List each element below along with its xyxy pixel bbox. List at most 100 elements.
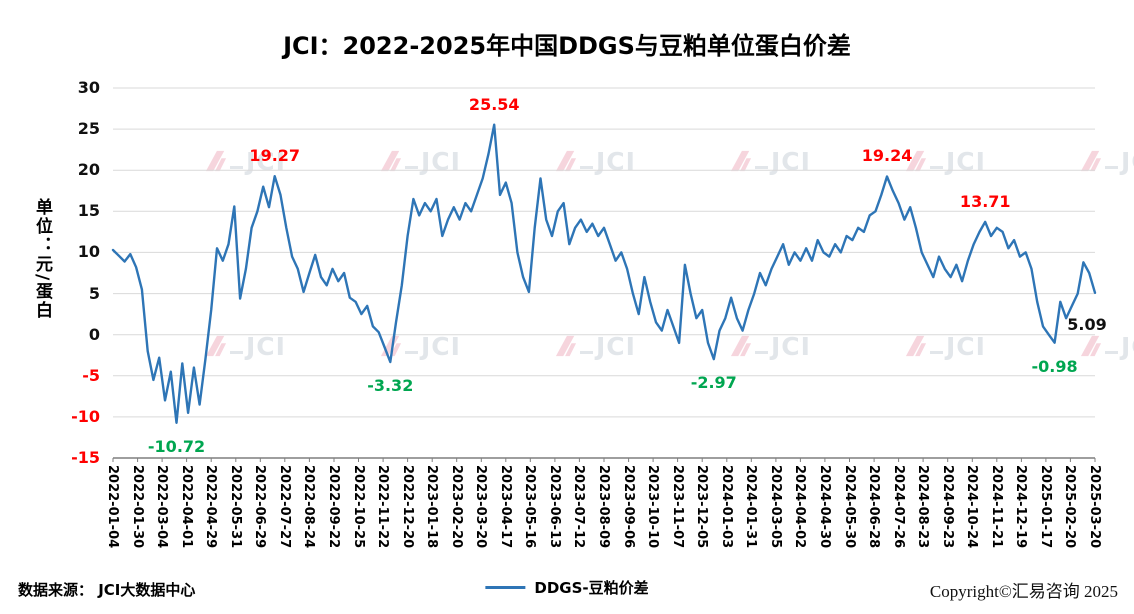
jci-logo-watermark-icon	[1080, 150, 1102, 172]
x-tick-label: 2023-08-09	[596, 465, 611, 549]
jci-logo-watermark-icon	[1080, 335, 1102, 357]
x-tick-label: 2024-08-23	[915, 465, 931, 549]
jci-logo-watermark-icon	[905, 335, 927, 357]
watermark-underscore	[755, 166, 768, 169]
x-tick-label: 2022-10-25	[350, 465, 366, 549]
x-tick-label: 2024-04-30	[816, 465, 832, 549]
x-tick-label: 2024-01-31	[743, 465, 759, 549]
y-tick-label: 30	[77, 78, 100, 97]
y-tick-label: 15	[77, 201, 100, 221]
x-tick-label: 2023-10-10	[645, 465, 661, 549]
x-axis-tick-labels: 2022-01-04 2022-01-30 2022-03-04 2022-04-01…	[105, 462, 1102, 570]
x-tick-label: 2022-01-30	[129, 465, 145, 549]
data-source-label: 数据来源： JCI大数据中心	[18, 581, 196, 599]
watermark-text: JCI	[596, 332, 636, 361]
watermark-text: JCI	[771, 332, 811, 361]
x-tick-label: 2022-11-22	[375, 465, 391, 549]
jci-logo-watermark-icon	[380, 150, 402, 172]
y-tick-label: -10	[71, 406, 100, 426]
plot-area	[111, 87, 1097, 462]
jci-logo-watermark-icon	[730, 150, 752, 172]
x-tick-label: 2023-02-20	[448, 465, 464, 549]
y-axis-tick-labels: 30 25 20 15 10 5 0 -5 -10 -15	[52, 78, 104, 467]
y-tick-label: -15	[71, 448, 100, 467]
jci-logo-watermark-icon	[205, 335, 227, 357]
x-tick-label: 2023-04-17	[497, 465, 513, 549]
chart-canvas	[111, 87, 1097, 462]
x-tick-label: 2023-05-16	[522, 465, 538, 549]
watermark-text: JCI	[246, 332, 286, 361]
watermark-text: JCI	[1121, 147, 1134, 176]
x-tick-label: 2022-03-04	[154, 465, 170, 549]
x-tick-label: 2025-02-20	[1062, 465, 1078, 549]
legend: DDGS-豆粕价差	[485, 577, 649, 598]
x-tick-label: 2022-07-27	[276, 465, 292, 549]
x-tick-label: 2022-01-04	[105, 465, 120, 549]
jci-logo-watermark-icon	[730, 335, 752, 357]
x-tick-label: 2023-07-12	[571, 465, 587, 549]
watermark-underscore	[580, 166, 593, 169]
x-tick-label: 2022-12-20	[399, 465, 415, 549]
y-tick-label: 20	[77, 160, 100, 180]
jci-logo-watermark-icon	[205, 150, 227, 172]
x-tick-label: 2023-12-05	[694, 465, 710, 549]
y-tick-label: 25	[77, 119, 100, 139]
x-tick-label: 2022-05-31	[227, 465, 243, 549]
jci-logo-watermark-icon	[555, 335, 577, 357]
x-tick-label: 2022-09-22	[325, 465, 341, 549]
x-tick-label: 2025-01-17	[1037, 465, 1053, 549]
x-tick-label: 2023-03-20	[473, 465, 489, 549]
watermark-text: JCI	[946, 332, 986, 361]
watermark: JCI	[555, 333, 636, 359]
watermark-underscore	[930, 351, 943, 354]
watermark: JCI	[205, 333, 286, 359]
watermark-underscore	[405, 166, 418, 169]
watermark-text: JCI	[1121, 332, 1134, 361]
x-tick-label: 2024-12-19	[1013, 465, 1029, 549]
watermark-underscore	[405, 351, 418, 354]
x-tick-label: 2024-09-23	[939, 465, 955, 549]
x-tick-label: 2024-10-24	[964, 465, 980, 549]
y-axis-title: 单位：元/蛋白	[32, 198, 52, 321]
watermark: JCI	[1080, 148, 1134, 174]
x-tick-label: 2023-09-06	[620, 465, 636, 549]
x-tick-label: 2022-04-29	[203, 465, 219, 549]
x-tick-label: 2024-07-26	[890, 465, 906, 549]
x-tick-label: 2022-08-24	[301, 465, 317, 549]
watermark-underscore	[755, 351, 768, 354]
x-tick-label: 2022-04-01	[178, 465, 194, 549]
legend-label: DDGS-豆粕价差	[534, 579, 649, 597]
chart-title: JCI：2022-2025年中国DDGS与豆粕单位蛋白价差	[283, 32, 851, 60]
y-tick-label: 0	[88, 324, 100, 344]
y-tick-label: 10	[77, 242, 100, 262]
x-tick-label: 2024-11-21	[988, 465, 1004, 549]
watermark-text: JCI	[421, 332, 461, 361]
jci-logo-watermark-icon	[905, 150, 927, 172]
y-tick-label: -5	[82, 365, 100, 385]
x-tick-label: 2023-01-18	[424, 465, 440, 549]
x-tick-label: 2023-11-07	[669, 465, 685, 549]
x-tick-label: 2024-03-05	[767, 465, 783, 549]
jci-logo-watermark-icon	[555, 150, 577, 172]
watermark-underscore	[230, 166, 243, 169]
legend-line-swatch	[485, 586, 526, 589]
watermark: JCI	[380, 333, 461, 359]
watermark-underscore	[1105, 166, 1118, 169]
x-tick-label: 2022-06-29	[252, 465, 268, 549]
x-tick-label: 2024-05-30	[841, 465, 857, 549]
x-tick-label: 2023-06-13	[546, 465, 562, 549]
watermark-underscore	[580, 351, 593, 354]
x-tick-label: 2025-03-20	[1087, 465, 1102, 549]
watermark: JCI	[730, 333, 811, 359]
watermark-underscore	[230, 351, 243, 354]
watermark-underscore	[930, 166, 943, 169]
copyright-label: Copyright©汇易咨询 2025	[929, 582, 1118, 601]
watermark: JCI	[905, 333, 986, 359]
series-line	[111, 123, 1097, 424]
watermark: JCI	[1080, 333, 1134, 359]
x-tick-label: 2024-04-02	[792, 465, 808, 549]
x-tick-label: 2024-01-03	[718, 465, 734, 549]
y-tick-label: 5	[88, 283, 100, 303]
